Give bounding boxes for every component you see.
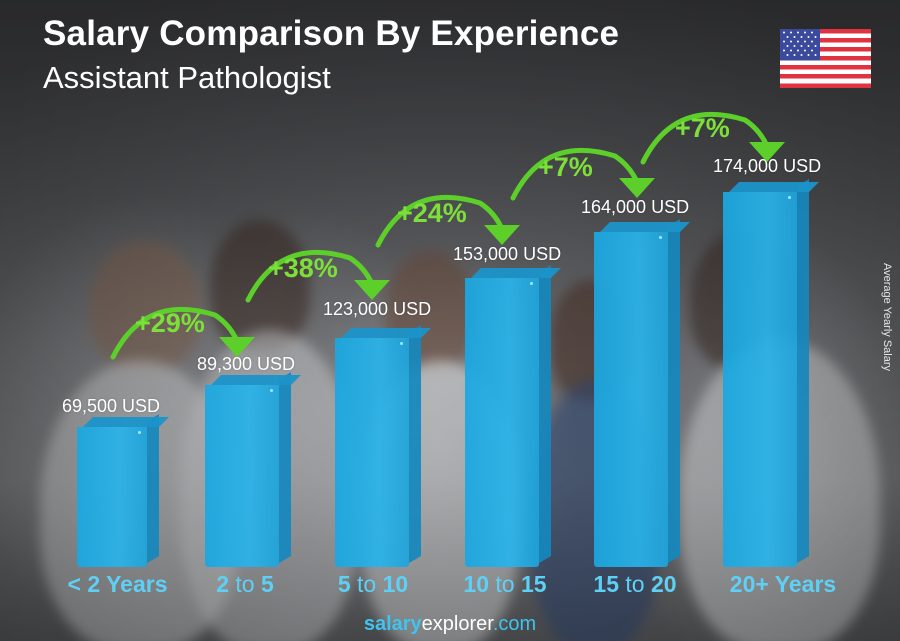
bar-20-plus-years (723, 179, 819, 567)
x-axis-label: 2 to 5 (216, 571, 274, 597)
x-axis-label: 20+ Years (729, 571, 837, 597)
value-label: 69,500 USD (62, 396, 161, 416)
y-axis-label: Average Yearly Salary (881, 262, 893, 372)
chart-title: Salary Comparison By Experience (43, 14, 620, 53)
growth-arrow-icon (375, 194, 520, 248)
percent-increase-label: +29% (135, 308, 205, 338)
value-label: 89,300 USD (197, 354, 296, 374)
bar-15-to-20 (594, 219, 690, 567)
x-axis-label: 10 to 15 (463, 571, 547, 597)
growth-arrow-icon (245, 249, 390, 303)
percent-increase-label: +24% (397, 198, 467, 228)
x-axis-label: 5 to 10 (337, 571, 409, 597)
x-axis-label: 15 to 20 (593, 571, 677, 597)
chart-subtitle: Assistant Pathologist (43, 60, 331, 95)
bar-5-to-10 (335, 325, 431, 567)
growth-arrow-icon (510, 147, 655, 201)
value-label: 164,000 USD (581, 197, 690, 217)
percent-increase-label: +7% (538, 152, 593, 182)
us-flag-icon (780, 29, 871, 88)
value-label: 153,000 USD (453, 244, 562, 264)
bar-2-to-5 (205, 372, 301, 567)
percent-increase-label: +38% (268, 253, 338, 283)
value-label: 123,000 USD (323, 299, 432, 319)
percent-increase-label: +7% (675, 113, 730, 143)
bar-10-to-15 (465, 265, 561, 567)
growth-arrow-icon (640, 111, 785, 165)
growth-arrow-icon (110, 306, 255, 360)
site-watermark: salaryexplorer.com (363, 613, 537, 635)
background-person (90, 240, 200, 370)
value-label: 174,000 USD (713, 156, 822, 176)
bar-lt2-years (77, 414, 169, 567)
x-axis-label: < 2 Years (67, 571, 168, 597)
